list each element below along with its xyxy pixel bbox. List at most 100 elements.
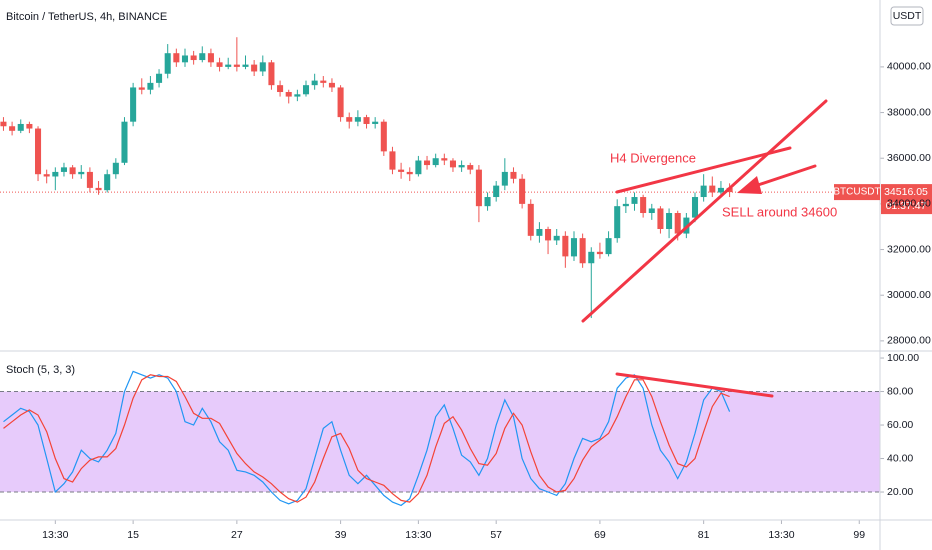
candle-body bbox=[614, 206, 621, 239]
drawings bbox=[581, 99, 828, 398]
indicator-title: Stoch (5, 3, 3) bbox=[6, 364, 75, 376]
candle-body bbox=[181, 55, 189, 63]
annotation: H4 Divergence bbox=[610, 150, 696, 165]
candle-body bbox=[501, 171, 508, 186]
candle-body bbox=[285, 92, 292, 97]
candle-body bbox=[328, 82, 335, 88]
candle-body bbox=[147, 82, 154, 90]
y-tick-label: 60.00 bbox=[887, 419, 913, 431]
candle-body bbox=[207, 53, 214, 63]
arrow-line bbox=[750, 164, 817, 189]
candle-body bbox=[622, 203, 629, 207]
candle-body bbox=[640, 197, 647, 214]
candle-body bbox=[26, 123, 33, 129]
candle-body bbox=[302, 85, 310, 95]
candle-body bbox=[112, 162, 119, 175]
candle-body bbox=[199, 53, 206, 61]
candle-body bbox=[311, 80, 318, 86]
trend-line bbox=[581, 99, 828, 323]
candle-body bbox=[562, 235, 569, 257]
candle-body bbox=[60, 167, 67, 172]
candle-body bbox=[156, 73, 163, 83]
candle-body bbox=[372, 121, 379, 124]
y-tick-label: 38000.00 bbox=[887, 106, 931, 118]
candle-body bbox=[424, 160, 431, 166]
candle-body bbox=[277, 85, 284, 93]
candle-body bbox=[553, 235, 560, 241]
candle-body bbox=[415, 160, 422, 175]
candle-body bbox=[346, 117, 353, 122]
annotation: SELL around 34600 bbox=[722, 204, 837, 219]
candle-body bbox=[190, 55, 197, 61]
stoch-band bbox=[0, 391, 880, 493]
stoch-line bbox=[3, 374, 730, 503]
x-tick-label: 39 bbox=[335, 529, 347, 541]
candle-body bbox=[380, 121, 387, 152]
candle-body bbox=[104, 174, 111, 191]
candle-body bbox=[337, 87, 344, 118]
x-tick-label: 13:30 bbox=[768, 529, 794, 541]
y-tick-label: 20.00 bbox=[887, 486, 913, 498]
candle-body bbox=[268, 62, 275, 86]
price-tag-bg bbox=[881, 184, 932, 215]
candle-body bbox=[510, 171, 517, 179]
candle-body bbox=[121, 121, 128, 163]
candle-body bbox=[164, 53, 171, 74]
y-tick-label: 28000.00 bbox=[887, 335, 931, 347]
y-tick-label: 36000.00 bbox=[887, 152, 931, 164]
candle-body bbox=[389, 151, 396, 170]
x-tick-label: 99 bbox=[853, 529, 865, 541]
candle-body bbox=[406, 171, 413, 175]
candle-body bbox=[717, 187, 724, 193]
candle-body bbox=[631, 197, 638, 204]
candle-body bbox=[458, 165, 465, 168]
candle-body bbox=[432, 158, 439, 166]
candle-body bbox=[519, 178, 526, 204]
candle-body bbox=[138, 87, 145, 90]
grid-layer bbox=[0, 66, 884, 524]
y-tick-label: 40000.00 bbox=[887, 61, 931, 73]
countdown: 01:37:47 bbox=[886, 200, 927, 212]
candle-body bbox=[709, 185, 716, 193]
candle-body bbox=[294, 94, 301, 97]
candle-body bbox=[0, 121, 7, 127]
symbol-tag-bg bbox=[834, 184, 880, 201]
symbol-tag: BTCUSDT bbox=[833, 187, 880, 198]
candle-body bbox=[475, 169, 482, 207]
trend-line bbox=[615, 146, 792, 194]
candle-body bbox=[173, 53, 180, 63]
candle-body bbox=[216, 62, 223, 67]
currency-label: USDT bbox=[893, 10, 922, 22]
candle-body bbox=[588, 251, 595, 264]
candle-body bbox=[674, 213, 681, 234]
x-tick-label: 27 bbox=[231, 529, 243, 541]
x-tick-label: 13:30 bbox=[42, 529, 68, 541]
price-tags: BTCUSDT 34516.05 01:37:47 bbox=[833, 184, 932, 215]
price-tag: 34516.05 bbox=[884, 186, 928, 198]
candle-body bbox=[78, 171, 85, 175]
candle-body bbox=[579, 238, 586, 264]
x-tick-label: 69 bbox=[594, 529, 606, 541]
currency-badge[interactable] bbox=[890, 6, 924, 26]
candle-body bbox=[242, 64, 249, 67]
arrow-head bbox=[737, 176, 762, 194]
candle-body bbox=[43, 174, 50, 177]
candle-body bbox=[657, 208, 664, 229]
y-tick-label: 32000.00 bbox=[887, 243, 931, 255]
candle-body bbox=[225, 64, 232, 67]
candle-body bbox=[259, 62, 266, 72]
candle-body bbox=[484, 197, 491, 207]
y-tick-label: 40.00 bbox=[887, 452, 913, 464]
x-tick-label: 81 bbox=[698, 529, 710, 541]
candle-body bbox=[666, 213, 673, 229]
candle-body bbox=[9, 126, 16, 131]
candle-body bbox=[493, 185, 500, 198]
candle-body bbox=[251, 64, 258, 72]
stoch-band-layer bbox=[0, 391, 880, 493]
candle-body bbox=[35, 128, 42, 175]
y-tick-label: 34000.00 bbox=[887, 198, 931, 210]
stoch-trend-line bbox=[615, 372, 774, 398]
candle-body bbox=[233, 64, 240, 67]
candle-body bbox=[467, 165, 474, 170]
candle-body bbox=[527, 203, 534, 236]
